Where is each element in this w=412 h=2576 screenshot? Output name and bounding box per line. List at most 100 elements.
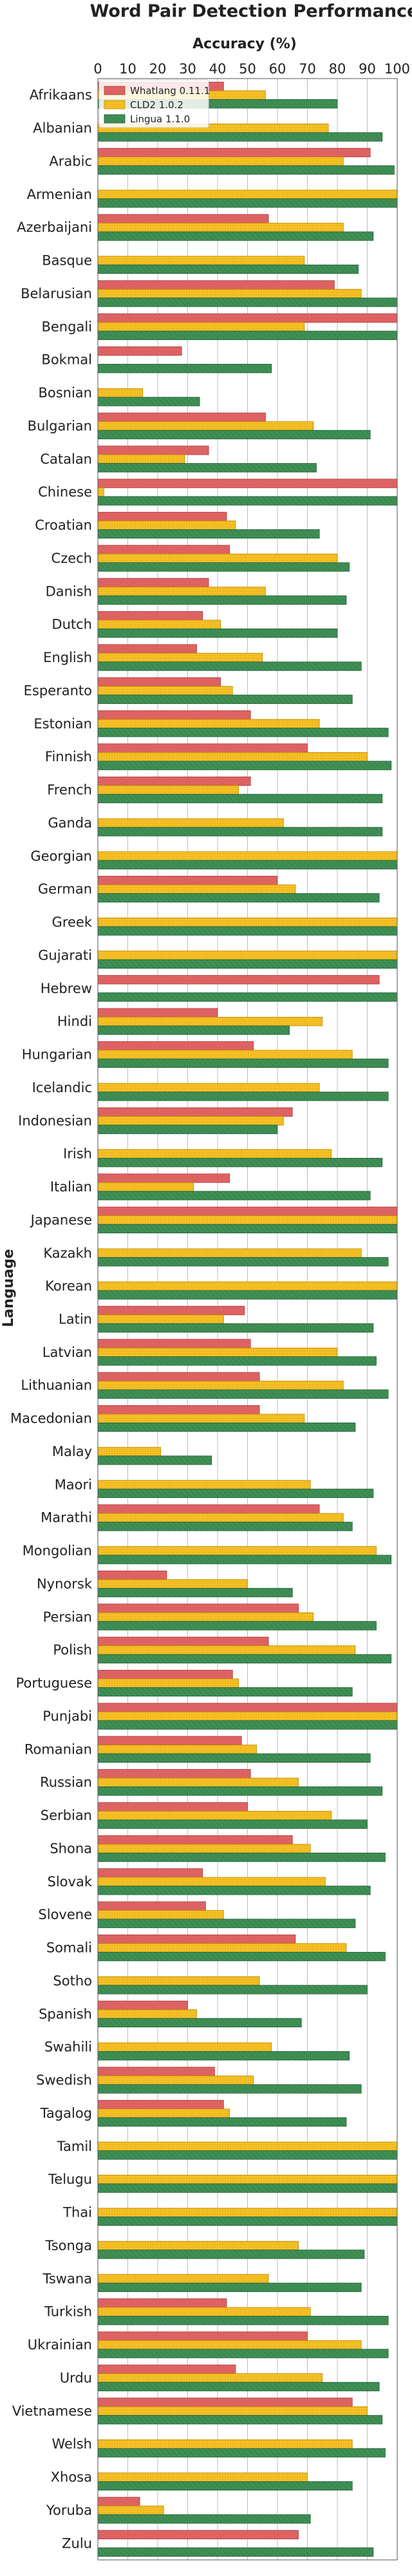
bar [97,1587,293,1598]
bar [97,1777,299,1787]
bar [97,463,317,473]
bar [97,611,203,621]
bar [97,198,398,208]
bar [97,1910,224,1920]
category-label: Tamil [57,2139,92,2154]
bar [97,132,383,142]
chart-title: Word Pair Detection Performance [90,1,412,21]
bar [97,1389,389,1399]
bar [97,1877,326,1886]
x-tick-label: 70 [299,61,316,77]
legend-swatch [104,86,126,95]
category-label: Spanish [39,2006,92,2022]
bar [97,156,344,166]
legend-swatch [104,100,126,109]
bar [97,578,209,587]
bar [97,529,320,539]
bar [97,761,392,770]
category-label: Romanian [24,1741,92,1757]
category-label: Thai [62,2205,92,2221]
bar [97,917,398,927]
bar [97,1985,368,1994]
bar [97,1414,305,1423]
bar [97,959,398,969]
bar [97,2084,362,2094]
bar [97,280,335,290]
bar [97,1604,299,1613]
bar [97,2415,383,2425]
bar [97,2497,140,2506]
category-label: Maori [55,1477,92,1492]
category-label: Croatian [35,518,92,533]
category-label: Estonian [33,716,92,732]
category-label: Latvian [42,1345,92,1360]
bar [97,1835,293,1845]
category-label: Swahili [44,2040,92,2055]
category-label: Bosnian [38,385,92,401]
bar [97,2274,269,2284]
bar [97,1149,332,1159]
bar [97,2249,365,2259]
category-label: Shona [50,1841,92,1856]
bar [97,710,251,720]
bar [97,1008,218,1018]
legend-entry: Lingua 1.1.0 [130,113,190,125]
bar [97,1092,389,1101]
bar [97,1645,356,1655]
category-label: Greek [52,914,93,930]
category-label: French [47,782,92,798]
bar [97,992,398,1002]
category-label: Swedish [36,2072,92,2088]
bar [97,1769,251,1779]
bar [97,620,221,629]
legend-box [98,79,209,128]
category-label: Bengali [41,319,92,334]
bar [97,1182,194,1192]
bar [97,1802,248,1812]
bar [97,1844,311,1853]
bar [97,2373,323,2383]
bar [97,2298,227,2308]
category-label: Somali [46,1940,92,1956]
bar [97,1612,314,1622]
bar [97,2150,398,2160]
bar [97,2349,389,2358]
bar [97,1522,353,1531]
legend-entry: CLD2 1.0.2 [130,99,183,111]
category-label: Vietnamese [12,2403,92,2419]
category-label: Japanese [30,1212,92,1227]
bar [97,1934,296,1944]
x-tick-label: 60 [269,61,286,77]
category-label: Hungarian [22,1047,92,1063]
category-label: English [43,650,92,665]
bar [97,1654,392,1663]
category-label: Hebrew [41,981,92,996]
category-labels: Afrikaans Albanian Arabic Armenian Azerbaija… [10,88,93,2552]
category-label: Dutch [52,617,92,632]
bar [97,298,398,307]
bar [97,1305,245,1316]
bar [97,511,227,522]
bar [97,2108,230,2118]
bar [97,364,272,374]
bar [97,785,239,795]
bar [97,1083,320,1093]
bar [97,1868,203,1878]
bar [97,2364,236,2374]
bar [97,488,104,497]
bar [97,446,209,455]
bar [97,1257,389,1267]
category-label: Afrikaans [30,88,92,103]
bar [97,652,263,663]
bar [97,1976,260,1986]
x-tick-labels: 0 10 20 30 40 50 60 70 80 90 100 [93,61,410,77]
bar [97,875,278,886]
bar [97,421,314,431]
bar [97,1446,162,1457]
bar [97,2117,347,2127]
bar [97,1405,260,1415]
bar [97,1636,269,1646]
bar [97,1555,392,1564]
bar [97,951,398,960]
